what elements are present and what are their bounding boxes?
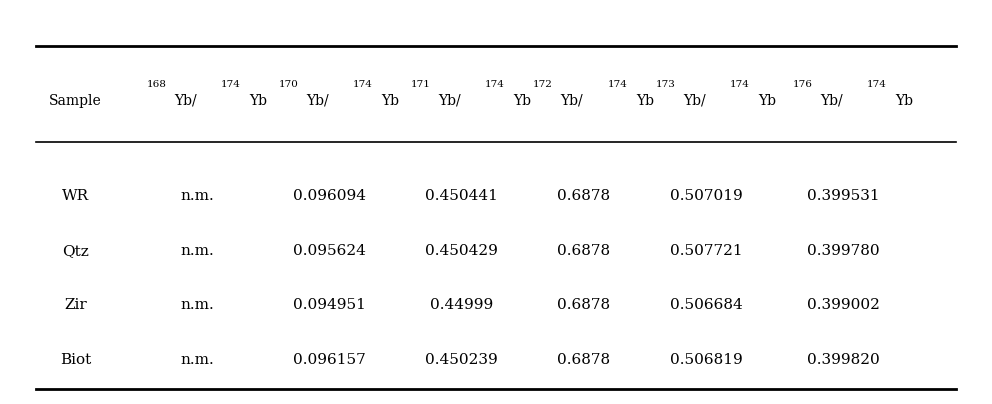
Text: 0.507721: 0.507721 [670, 244, 743, 258]
Text: Yb/: Yb/ [438, 94, 461, 107]
Text: 0.506819: 0.506819 [670, 353, 743, 367]
Text: 174: 174 [221, 80, 241, 89]
Text: 0.507019: 0.507019 [670, 189, 743, 203]
Text: 174: 174 [607, 80, 627, 89]
Text: 0.6878: 0.6878 [558, 299, 611, 312]
Text: n.m.: n.m. [181, 189, 214, 203]
Text: 0.6878: 0.6878 [558, 189, 611, 203]
Text: 0.450441: 0.450441 [426, 189, 498, 203]
Text: Yb/: Yb/ [819, 94, 842, 107]
Text: n.m.: n.m. [181, 299, 214, 312]
Text: WR: WR [62, 189, 89, 203]
Text: 0.44999: 0.44999 [431, 299, 493, 312]
Text: 0.6878: 0.6878 [558, 244, 611, 258]
Text: Yb/: Yb/ [307, 94, 329, 107]
Text: n.m.: n.m. [181, 244, 214, 258]
Text: 0.399820: 0.399820 [806, 353, 880, 367]
Text: 0.399780: 0.399780 [806, 244, 880, 258]
Text: Yb/: Yb/ [560, 94, 583, 107]
Text: 173: 173 [656, 80, 676, 89]
Text: Yb: Yb [382, 94, 400, 107]
Text: 0.094951: 0.094951 [294, 299, 366, 312]
Text: 0.399531: 0.399531 [806, 189, 880, 203]
Text: 174: 174 [867, 80, 887, 89]
Text: 0.095624: 0.095624 [294, 244, 366, 258]
Text: Zir: Zir [64, 299, 86, 312]
Text: 0.096094: 0.096094 [294, 189, 366, 203]
Text: 174: 174 [730, 80, 750, 89]
Text: 174: 174 [353, 80, 373, 89]
Text: Sample: Sample [49, 94, 102, 107]
Text: 0.399002: 0.399002 [806, 299, 880, 312]
Text: 0.506684: 0.506684 [670, 299, 743, 312]
Text: Yb: Yb [758, 94, 776, 107]
Text: Biot: Biot [60, 353, 91, 367]
Text: Yb: Yb [514, 94, 532, 107]
Text: 171: 171 [411, 80, 431, 89]
Text: 176: 176 [793, 80, 812, 89]
Text: Yb/: Yb/ [682, 94, 705, 107]
Text: Qtz: Qtz [62, 244, 89, 258]
Text: 170: 170 [279, 80, 299, 89]
Text: 0.450239: 0.450239 [426, 353, 498, 367]
Text: 0.096157: 0.096157 [294, 353, 366, 367]
Text: 168: 168 [147, 80, 167, 89]
Text: Yb/: Yb/ [175, 94, 196, 107]
Text: 0.450429: 0.450429 [426, 244, 498, 258]
Text: 0.6878: 0.6878 [558, 353, 611, 367]
Text: Yb: Yb [895, 94, 913, 107]
Text: n.m.: n.m. [181, 353, 214, 367]
Text: 174: 174 [485, 80, 505, 89]
Text: 172: 172 [533, 80, 554, 89]
Text: Yb: Yb [636, 94, 654, 107]
Text: Yb: Yb [250, 94, 268, 107]
